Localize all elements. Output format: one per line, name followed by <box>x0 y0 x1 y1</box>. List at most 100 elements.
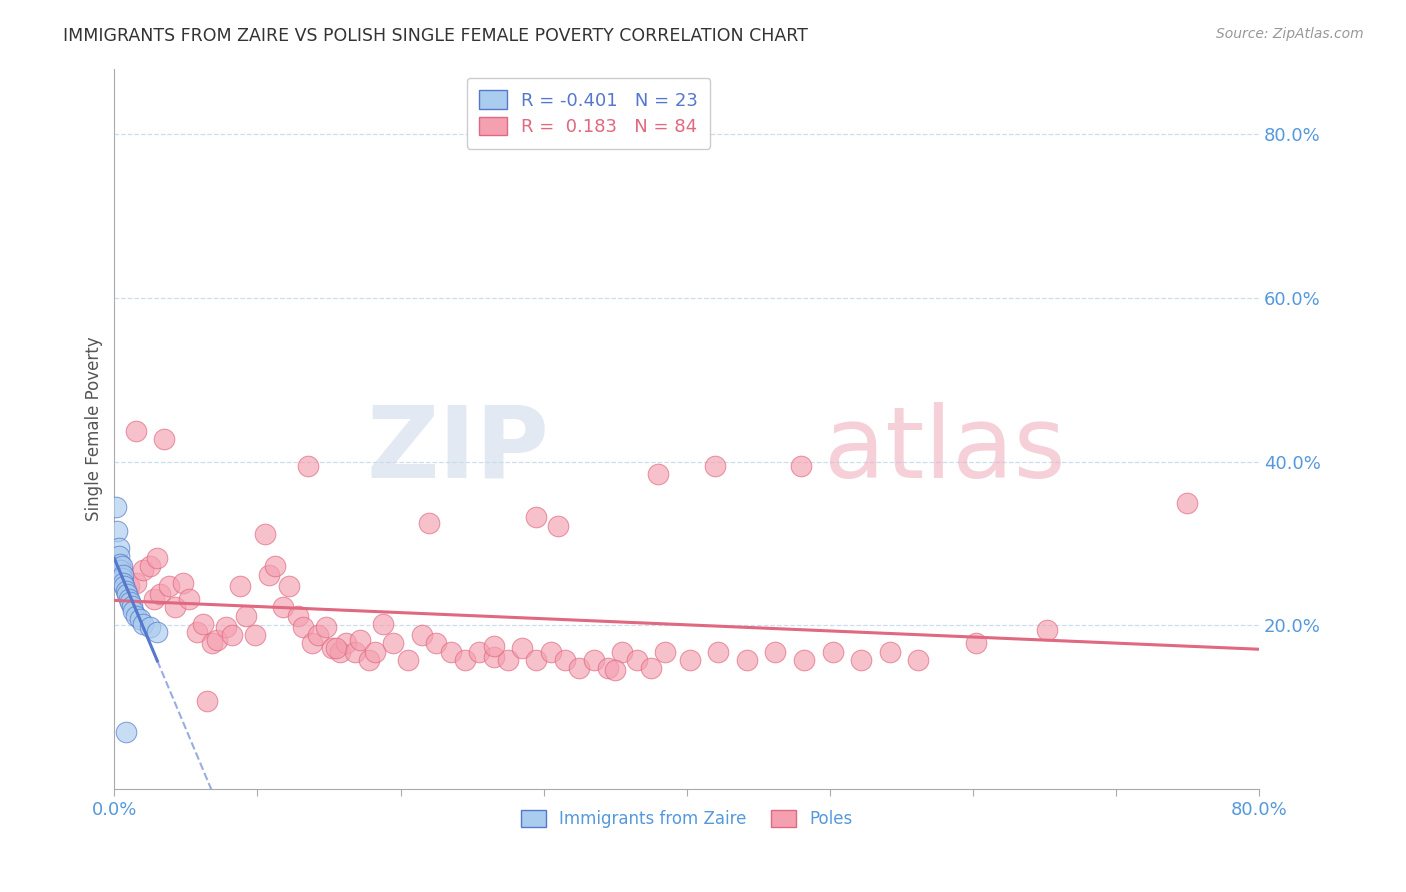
Poles <box>526 653 548 667</box>
Poles <box>547 518 569 533</box>
Poles <box>364 645 387 659</box>
Poles <box>132 563 155 577</box>
Poles <box>177 592 200 607</box>
Poles <box>425 636 447 650</box>
Poles <box>647 467 669 481</box>
Poles <box>335 636 357 650</box>
Immigrants from Zaire <box>121 599 143 613</box>
Poles <box>907 653 929 667</box>
Poles <box>143 592 166 607</box>
Poles <box>605 664 627 678</box>
Poles <box>287 608 309 623</box>
Immigrants from Zaire <box>111 567 134 582</box>
Poles <box>297 458 319 473</box>
Poles <box>1036 623 1059 637</box>
Poles <box>149 587 172 601</box>
Poles <box>735 653 758 667</box>
Poles <box>271 600 294 615</box>
Poles <box>654 645 676 659</box>
Y-axis label: Single Female Poverty: Single Female Poverty <box>86 336 103 521</box>
Poles <box>707 645 730 659</box>
Poles <box>793 653 815 667</box>
Poles <box>201 636 224 650</box>
Poles <box>343 645 366 659</box>
Poles <box>382 636 405 650</box>
Immigrants from Zaire <box>117 587 139 601</box>
Poles <box>418 516 440 530</box>
Poles <box>790 458 813 473</box>
Poles <box>640 661 662 675</box>
Poles <box>510 641 533 656</box>
Poles <box>468 645 491 659</box>
Poles <box>235 608 257 623</box>
Poles <box>454 653 477 667</box>
Poles <box>278 579 301 593</box>
Poles <box>411 628 433 642</box>
Poles <box>153 432 176 446</box>
Immigrants from Zaire <box>129 612 152 626</box>
Immigrants from Zaire <box>132 616 155 631</box>
Poles <box>253 526 276 541</box>
Poles <box>396 653 419 667</box>
Immigrants from Zaire <box>118 592 141 607</box>
Poles <box>554 653 576 667</box>
Immigrants from Zaire <box>115 725 138 739</box>
Poles <box>357 653 380 667</box>
Poles <box>596 661 619 675</box>
Poles <box>612 645 634 659</box>
Poles <box>257 567 280 582</box>
Poles <box>349 633 371 648</box>
Immigrants from Zaire <box>146 624 169 639</box>
Poles <box>110 563 132 577</box>
Legend: Immigrants from Zaire, Poles: Immigrants from Zaire, Poles <box>513 804 859 835</box>
Poles <box>191 616 214 631</box>
Poles <box>526 510 548 524</box>
Poles <box>1177 495 1199 509</box>
Poles <box>704 458 727 473</box>
Immigrants from Zaire <box>125 608 148 623</box>
Poles <box>373 616 395 631</box>
Immigrants from Zaire <box>115 584 138 599</box>
Poles <box>263 559 285 574</box>
Poles <box>229 579 252 593</box>
Poles <box>325 641 347 656</box>
Poles <box>568 661 591 675</box>
Poles <box>851 653 873 667</box>
Poles <box>186 624 208 639</box>
Poles <box>496 653 519 667</box>
Poles <box>157 579 180 593</box>
Text: IMMIGRANTS FROM ZAIRE VS POLISH SINGLE FEMALE POVERTY CORRELATION CHART: IMMIGRANTS FROM ZAIRE VS POLISH SINGLE F… <box>63 27 808 45</box>
Poles <box>172 575 194 590</box>
Poles <box>582 653 605 667</box>
Immigrants from Zaire <box>120 595 142 609</box>
Immigrants from Zaire <box>110 571 132 585</box>
Poles <box>626 653 648 667</box>
Poles <box>146 551 169 566</box>
Immigrants from Zaire <box>107 549 129 563</box>
Poles <box>301 636 323 650</box>
Poles <box>321 641 343 656</box>
Poles <box>292 620 315 634</box>
Immigrants from Zaire <box>122 604 145 618</box>
Poles <box>821 645 844 659</box>
Poles <box>125 575 148 590</box>
Poles <box>221 628 243 642</box>
Poles <box>207 633 229 648</box>
Poles <box>540 645 562 659</box>
Immigrants from Zaire <box>110 559 132 574</box>
Poles <box>678 653 700 667</box>
Poles <box>763 645 786 659</box>
Immigrants from Zaire <box>112 579 135 593</box>
Immigrants from Zaire <box>111 575 134 590</box>
Text: Source: ZipAtlas.com: Source: ZipAtlas.com <box>1216 27 1364 41</box>
Poles <box>440 645 463 659</box>
Immigrants from Zaire <box>139 620 162 634</box>
Poles <box>163 600 186 615</box>
Poles <box>879 645 901 659</box>
Immigrants from Zaire <box>108 557 131 571</box>
Poles <box>215 620 238 634</box>
Immigrants from Zaire <box>107 541 129 555</box>
Poles <box>307 628 329 642</box>
Poles <box>197 694 219 708</box>
Immigrants from Zaire <box>108 563 131 577</box>
